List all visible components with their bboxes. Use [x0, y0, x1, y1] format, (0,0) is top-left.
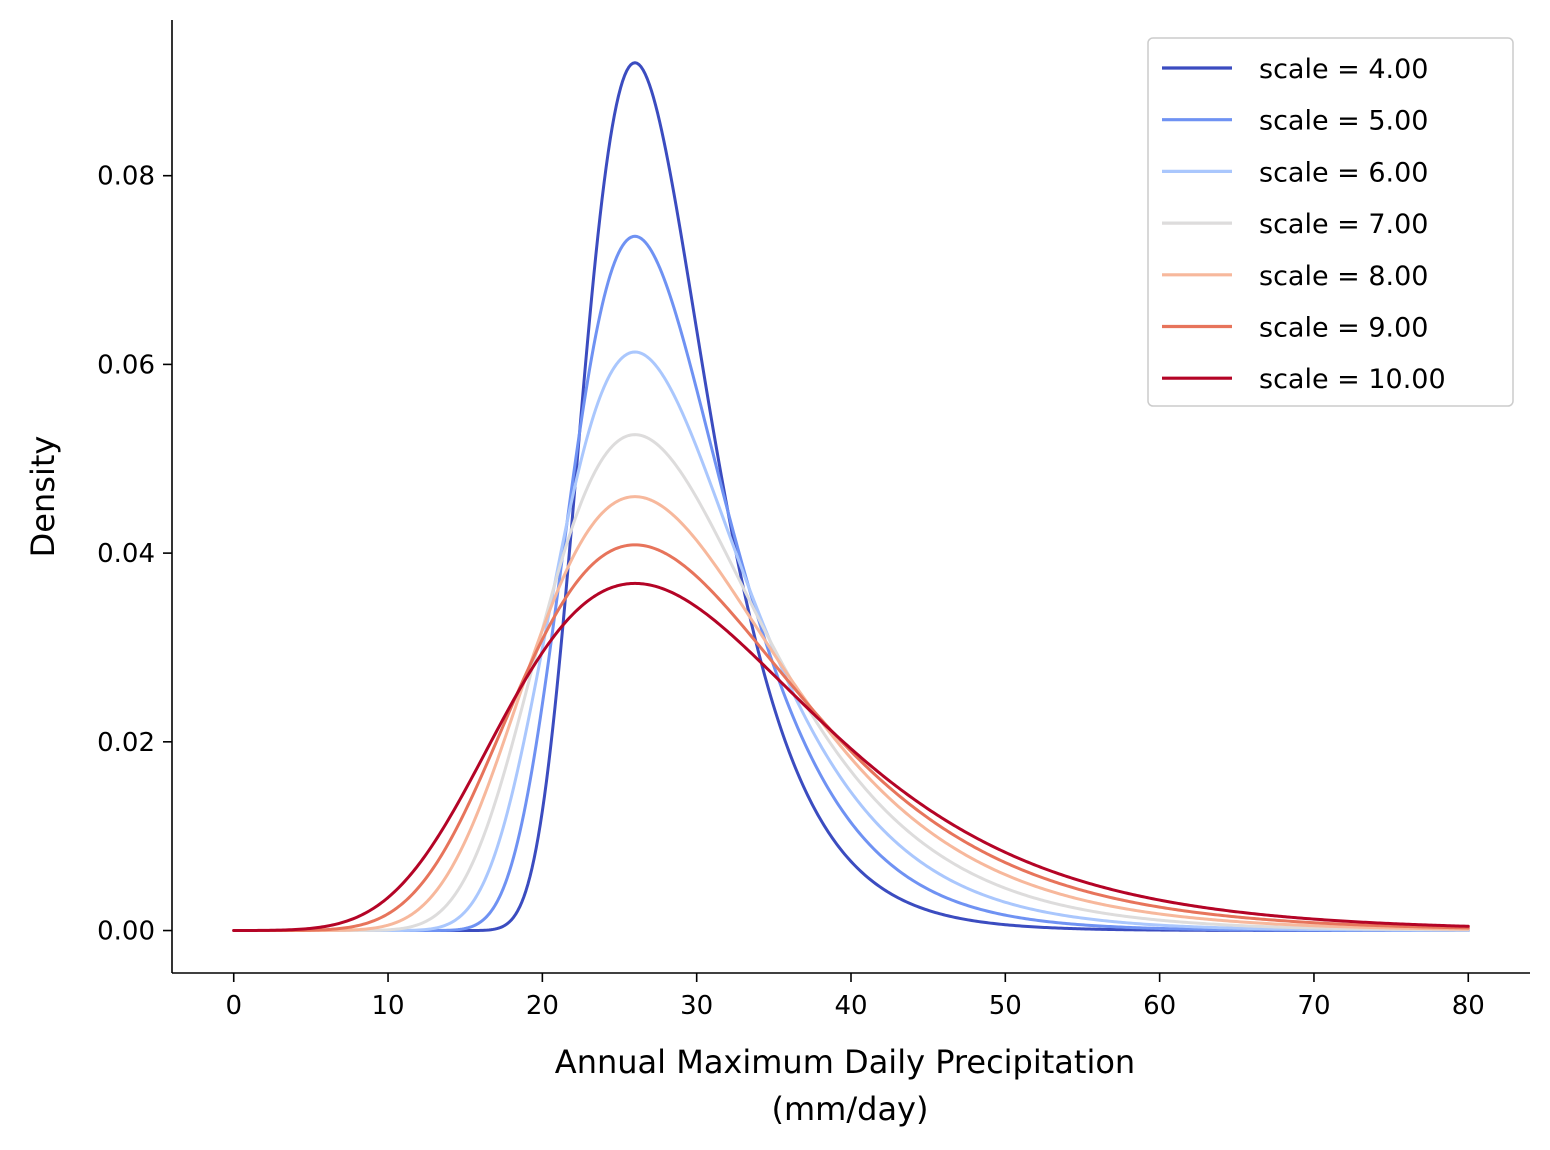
- series-line-scale-9: [232, 543, 1470, 933]
- x-ticks: 0 10 20 30 40 50 60 70 80: [225, 973, 1485, 1021]
- y-tick-label: 0.06: [97, 350, 155, 380]
- plot-lines: [232, 61, 1470, 933]
- x-tick-label: 70: [1297, 991, 1330, 1021]
- legend-label: scale = 9.00: [1259, 313, 1428, 344]
- series-line-scale-8: [232, 495, 1470, 933]
- series-line-scale-7: [232, 433, 1470, 933]
- x-tick-label: 10: [371, 991, 404, 1021]
- y-tick-label: 0.04: [97, 539, 155, 569]
- legend-label: scale = 6.00: [1259, 157, 1428, 188]
- x-axis-title: Annual Maximum Daily Precipitation: [555, 1043, 1135, 1081]
- legend-box: [1147, 37, 1514, 407]
- x-tick-label: 60: [1143, 991, 1176, 1021]
- legend-label: scale = 4.00: [1259, 54, 1428, 85]
- y-tick-label: 0.00: [97, 917, 155, 947]
- legend-label: scale = 8.00: [1259, 261, 1428, 292]
- y-tick-label: 0.08: [97, 162, 155, 192]
- y-ticks: 0.00 0.02 0.04 0.06 0.08: [97, 162, 172, 947]
- x-tick-label: 40: [834, 991, 867, 1021]
- y-tick-label: 0.02: [97, 728, 155, 758]
- series-line-scale-6: [232, 350, 1470, 933]
- x-tick-label: 30: [680, 991, 713, 1021]
- x-tick-label: 80: [1452, 991, 1485, 1021]
- x-tick-label: 0: [225, 991, 242, 1021]
- legend: scale = 4.00 scale = 5.00 scale = 6.00 scal…: [1147, 37, 1514, 407]
- x-tick-label: 50: [989, 991, 1022, 1021]
- x-tick-label: 20: [526, 991, 559, 1021]
- series-line-scale-10: [232, 581, 1470, 933]
- legend-label: scale = 10.00: [1259, 364, 1446, 395]
- legend-label: scale = 5.00: [1259, 106, 1428, 137]
- x-axis-title-units: (mm/day): [772, 1090, 929, 1128]
- legend-label: scale = 7.00: [1259, 209, 1428, 240]
- y-axis-title: Density: [24, 436, 62, 558]
